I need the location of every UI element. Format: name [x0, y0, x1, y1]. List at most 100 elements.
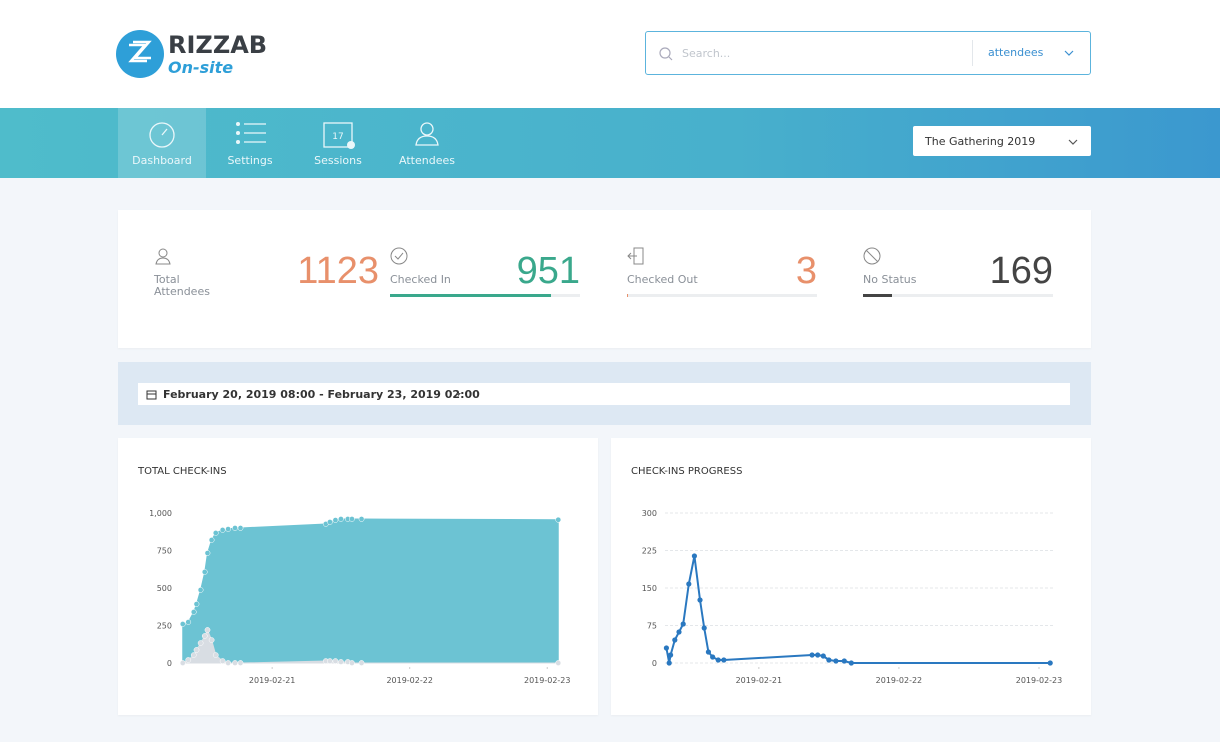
chart-title: TOTAL CHECK-INS [137, 466, 227, 477]
point [841, 658, 847, 664]
icon [149, 122, 175, 148]
point [358, 660, 365, 666]
point [201, 569, 208, 575]
stat-label: Checked Out [627, 273, 698, 286]
stat-label: Total Attendees [154, 273, 210, 298]
logo-subtext: On-site [168, 58, 233, 77]
nav-sessions[interactable]: 17 Sessions [294, 108, 382, 178]
y-tick-label: 0 [652, 659, 657, 668]
point [338, 516, 344, 522]
progress-bar [627, 294, 628, 297]
nav-bar: Dashboard Settings 17 Sessions Attendees… [0, 108, 1220, 178]
nav-settings[interactable]: Settings [206, 108, 294, 178]
y-tick-label: 750 [157, 547, 172, 556]
nav-attendees[interactable]: Attendees [383, 108, 471, 178]
stat-label: No Status [863, 273, 917, 286]
date-range-picker[interactable]: February 20, 2019 08:00 - February 23, 2… [138, 383, 1070, 405]
stat-value: 1123 [297, 250, 379, 292]
progress-track [863, 294, 1053, 297]
y-tick-label: 500 [157, 584, 172, 593]
x-tick-label: 2019-02-21 [736, 676, 783, 685]
x-tick-label: 2019-02-22 [876, 676, 923, 685]
calendar-day: 17 [332, 132, 343, 142]
chart-card: CHECK-INS PROGRESS 0 75 150 225 300 2019-02-21… [611, 438, 1091, 715]
event-select[interactable]: The Gathering 2019 [913, 126, 1091, 156]
point [327, 519, 333, 525]
icon [236, 122, 266, 144]
point [204, 550, 211, 556]
point [815, 652, 821, 658]
point [237, 525, 244, 531]
point [666, 660, 672, 666]
chevron [1064, 50, 1074, 56]
point [349, 516, 355, 522]
point [833, 658, 839, 664]
y-tick-label: 0 [167, 659, 172, 668]
point [349, 660, 355, 666]
point [212, 530, 219, 536]
line [665, 555, 1051, 664]
point [179, 660, 186, 666]
point [225, 660, 231, 666]
point [710, 654, 716, 660]
point [715, 657, 721, 663]
divider [972, 40, 973, 66]
stat-value: 3 [795, 250, 817, 292]
chevron [1068, 139, 1078, 145]
nav-label: Settings [227, 154, 273, 167]
nav-dashboard[interactable]: Dashboard [118, 108, 206, 178]
point [680, 621, 686, 627]
point [701, 625, 707, 631]
point [332, 517, 339, 523]
search-scope[interactable]: attendees [988, 46, 1044, 59]
nav-label: Attendees [399, 154, 455, 167]
x-tick-label: 2019-02-21 [249, 676, 295, 685]
point [193, 601, 200, 607]
progress-bar [390, 294, 551, 297]
point [848, 660, 854, 666]
point [1047, 660, 1053, 666]
point [185, 619, 192, 625]
progress-bar [863, 294, 892, 297]
search-placeholder: Search... [682, 47, 731, 60]
chart-title: CHECK-INS PROGRESS [631, 466, 742, 477]
point [663, 645, 670, 651]
point [809, 652, 815, 658]
point [225, 526, 231, 532]
y-tick-label: 150 [642, 584, 657, 593]
point [697, 597, 703, 603]
point [676, 629, 682, 635]
search-icon [659, 47, 673, 61]
point [190, 652, 197, 658]
point [237, 660, 244, 666]
point [201, 633, 208, 639]
point [332, 658, 339, 664]
chart: TOTAL CHECK-INS 0 250 500 750 1,000 2019-02-21… [137, 466, 571, 685]
stat-icon [863, 247, 881, 265]
date-range: February 20, 2019 08:00 - February 23, 2… [163, 388, 480, 401]
caret [456, 393, 461, 396]
stat-value: 951 [516, 250, 580, 292]
point [197, 640, 204, 646]
stat-value: 169 [989, 250, 1053, 292]
x-tick-label: 2019-02-23 [1016, 676, 1063, 685]
stats-card: Total Attendees 1123 Checked In 951 Checked … [118, 210, 1091, 348]
icon: 17 [323, 122, 355, 149]
point [555, 516, 562, 523]
point [193, 647, 200, 653]
x-tick-label: 2019-02-23 [524, 676, 571, 685]
y-tick-label: 75 [647, 622, 657, 631]
event-name: The Gathering 2019 [925, 135, 1036, 148]
point [338, 659, 344, 665]
point [204, 627, 211, 633]
point [219, 658, 226, 664]
point [179, 621, 186, 627]
y-tick-label: 225 [642, 547, 657, 556]
point [686, 581, 692, 587]
point [197, 587, 204, 593]
progress-track [627, 294, 817, 297]
point [185, 657, 192, 663]
search-box[interactable]: Search... attendees [645, 31, 1091, 75]
